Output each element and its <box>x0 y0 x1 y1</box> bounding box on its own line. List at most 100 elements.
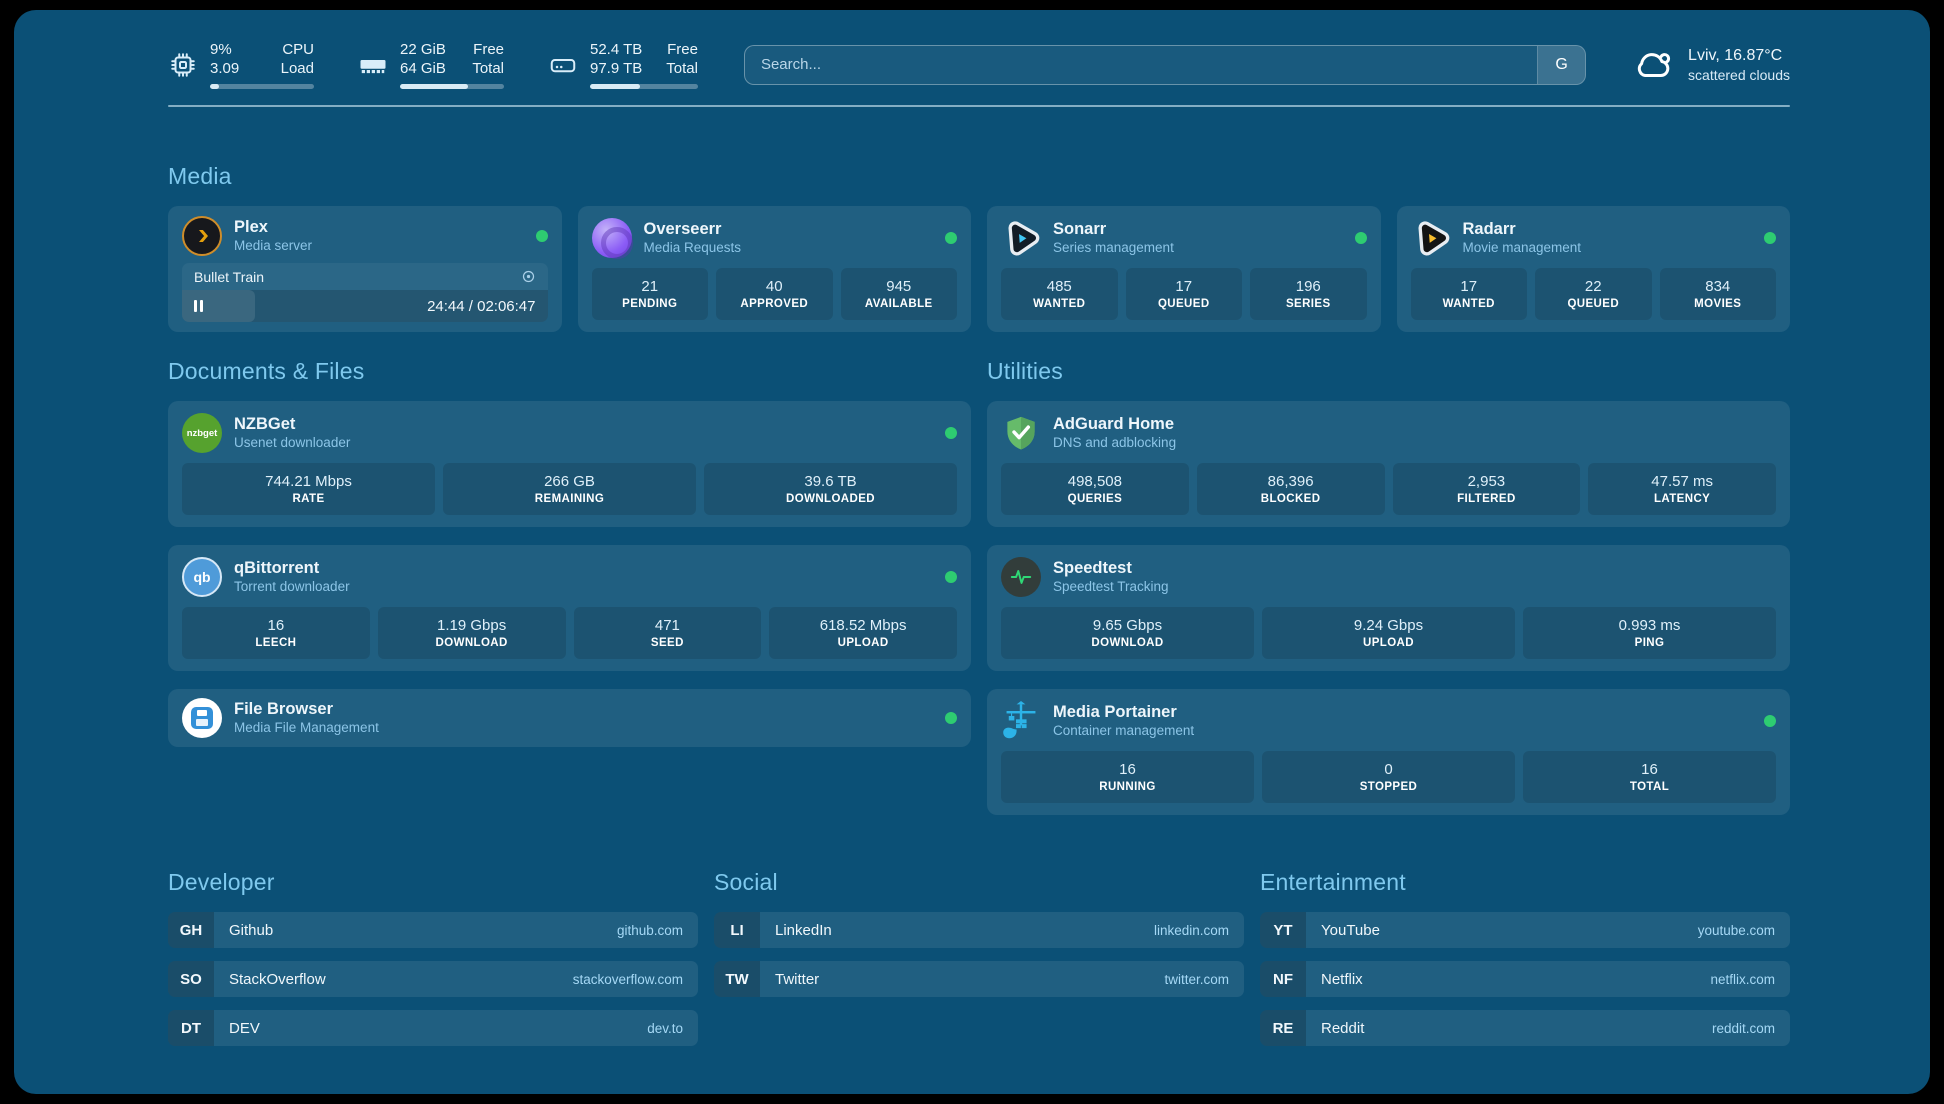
stat-label: APPROVED <box>740 298 809 310</box>
playback-progress-bar[interactable]: 24:44 / 02:06:47 <box>182 290 548 322</box>
stat-label: DOWNLOADED <box>786 493 875 505</box>
stat-label: DOWNLOAD <box>435 637 508 649</box>
search-input[interactable] <box>744 45 1538 84</box>
stat-tile: 834 MOVIES <box>1659 268 1776 320</box>
stat-label: PING <box>1634 637 1665 649</box>
bookmark-twitter[interactable]: TW Twitter twitter.com <box>714 961 1244 997</box>
filebrowser-card[interactable]: File Browser Media File Management <box>168 689 971 747</box>
stat-value: 196 <box>1295 278 1321 295</box>
disk-total-label: Total <box>666 60 698 77</box>
radarr-icon <box>1411 218 1451 258</box>
bookmark-stackoverflow[interactable]: SO StackOverflow stackoverflow.com <box>168 961 698 997</box>
speedtest-card[interactable]: Speedtest Speedtest Tracking 9.65 Gbps DO… <box>987 545 1790 671</box>
stat-tile: 1.19 Gbps DOWNLOAD <box>377 607 566 659</box>
search-engine-button[interactable]: G <box>1537 45 1586 84</box>
bookmark-name: Twitter <box>775 970 820 988</box>
stat-tile: 21 PENDING <box>591 268 708 320</box>
stat-label: REMAINING <box>534 493 605 505</box>
bookmark-name: StackOverflow <box>229 970 326 988</box>
bookmark-url: netflix.com <box>1710 971 1775 987</box>
bookmark-abbr: GH <box>168 912 214 948</box>
stat-label: RUNNING <box>1099 781 1156 793</box>
bookmark-name: DEV <box>229 1019 260 1037</box>
stat-value: 39.6 TB <box>804 473 857 490</box>
status-online-dot <box>945 571 957 583</box>
stat-label: FILTERED <box>1457 493 1516 505</box>
stat-tile: 39.6 TB DOWNLOADED <box>704 463 957 515</box>
stat-tile: 196 SERIES <box>1250 268 1367 320</box>
stat-value: 744.21 Mbps <box>265 473 352 490</box>
hard-drive-icon <box>548 50 578 80</box>
app-name: Radarr <box>1462 220 1516 238</box>
bookmark-abbr: LI <box>714 912 760 948</box>
plex-card[interactable]: Plex Media server Bullet Train <box>168 206 562 332</box>
stat-label: QUEUED <box>1567 298 1620 310</box>
bookmark-url: youtube.com <box>1697 922 1775 938</box>
stat-tile: 16 RUNNING <box>1001 751 1254 803</box>
stat-value: 17 <box>1175 278 1193 295</box>
bookmark-github[interactable]: GH Github github.com <box>168 912 698 948</box>
stat-tile: 0 STOPPED <box>1262 751 1515 803</box>
memory-free-label: Free <box>473 41 504 58</box>
bookmark-url: stackoverflow.com <box>572 971 683 987</box>
bookmark-linkedin[interactable]: LI LinkedIn linkedin.com <box>714 912 1244 948</box>
memory-icon <box>358 50 388 80</box>
section-title-documents: Documents & Files <box>168 358 365 384</box>
stat-tile: 744.21 Mbps RATE <box>182 463 435 515</box>
stat-tile: 0.993 ms PING <box>1523 607 1776 659</box>
app-subtitle: Series management <box>1053 240 1174 255</box>
stat-value: 485 <box>1046 278 1072 295</box>
stat-tile: 471 SEED <box>573 607 762 659</box>
stat-label: QUEUED <box>1157 298 1210 310</box>
session-target-icon[interactable] <box>521 269 536 284</box>
overseerr-card[interactable]: Overseerr Media Requests 21 PENDING 40 APP… <box>577 206 971 332</box>
disk-total-value: 97.9 TB <box>590 60 643 77</box>
cpu-usage-value: 9% <box>210 41 232 58</box>
sonarr-card[interactable]: Sonarr Series management 485 WANTED 17 QUE… <box>987 206 1381 332</box>
portainer-card[interactable]: Media Portainer Container management 16 R… <box>987 689 1790 815</box>
disk-free-value: 52.4 TB <box>590 41 643 58</box>
disk-stat: 52.4 TB 97.9 TB Free Total <box>548 40 698 89</box>
stat-value: 498,508 <box>1067 473 1122 490</box>
playback-progress-fill <box>182 290 256 322</box>
bookmark-abbr: RE <box>1260 1010 1306 1046</box>
stat-value: 40 <box>765 278 783 295</box>
bookmark-url: reddit.com <box>1711 1020 1775 1036</box>
bookmark-url: github.com <box>616 922 683 938</box>
adguard-card[interactable]: AdGuard Home DNS and adblocking 498,508 Q… <box>987 401 1790 527</box>
qbittorrent-card[interactable]: qb qBittorrent Torrent downloader 16 LEEC… <box>168 545 971 671</box>
overseerr-icon <box>591 218 633 259</box>
status-online-dot <box>1764 715 1776 727</box>
app-name: Media Portainer <box>1053 703 1177 721</box>
pause-icon[interactable] <box>194 300 203 312</box>
stat-label: BLOCKED <box>1260 493 1321 505</box>
stat-tile: 945 AVAILABLE <box>840 268 957 320</box>
stat-label: TOTAL <box>1629 781 1670 793</box>
app-name: File Browser <box>234 700 334 718</box>
section-title-social: Social <box>714 869 778 895</box>
app-subtitle: Usenet downloader <box>234 435 351 450</box>
playback-time: 24:44 / 02:06:47 <box>427 297 536 315</box>
cpu-usage-label: CPU <box>282 41 314 58</box>
app-name: Sonarr <box>1053 220 1107 238</box>
now-playing-widget: Bullet Train 24:44 / 02:06:47 <box>182 263 548 322</box>
stat-tile: 47.57 ms LATENCY <box>1588 463 1776 515</box>
stat-label: SEED <box>650 637 684 649</box>
stat-value: 834 <box>1705 278 1731 295</box>
bookmark-name: Reddit <box>1321 1019 1365 1037</box>
cpu-load-label: Load <box>280 60 314 77</box>
app-subtitle: Movie management <box>1462 240 1582 255</box>
stat-value: 16 <box>1119 761 1136 778</box>
stat-label: STOPPED <box>1359 781 1418 793</box>
bookmark-abbr: TW <box>714 961 760 997</box>
top-bar: 9% 3.09 CPU Load <box>168 10 1790 89</box>
weather-location-temp: Lviv, 16.87°C <box>1688 46 1783 64</box>
radarr-card[interactable]: Radarr Movie management 17 WANTED 22 QUEUE… <box>1396 206 1790 332</box>
bookmark-youtube[interactable]: YT YouTube youtube.com <box>1260 912 1790 948</box>
stat-tile: 485 WANTED <box>1001 268 1118 320</box>
bookmark-dev[interactable]: DT DEV dev.to <box>168 1010 698 1046</box>
bookmark-reddit[interactable]: RE Reddit reddit.com <box>1260 1010 1790 1046</box>
nzbget-card[interactable]: nzbget NZBGet Usenet downloader 744.21 M… <box>168 401 971 527</box>
cpu-stat: 9% 3.09 CPU Load <box>168 40 314 89</box>
bookmark-netflix[interactable]: NF Netflix netflix.com <box>1260 961 1790 997</box>
